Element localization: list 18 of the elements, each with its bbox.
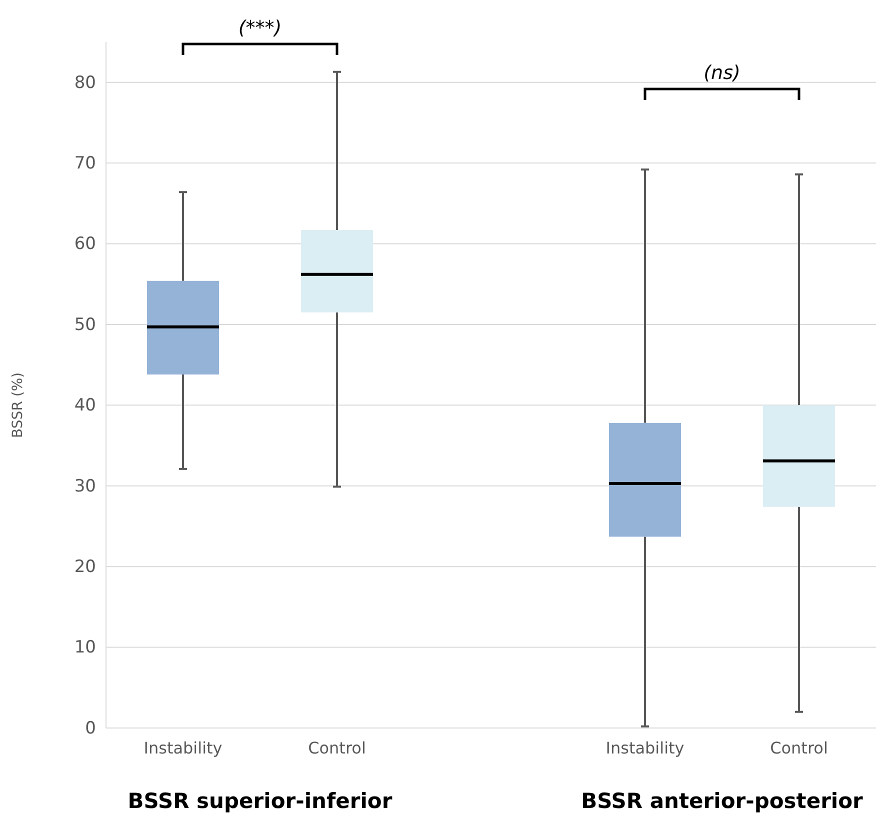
y-tick-label: 70 [74, 154, 96, 174]
y-tick-label: 20 [74, 557, 96, 578]
y-tick-label: 10 [74, 638, 96, 658]
x-tick-label: Control [770, 738, 828, 758]
y-tick-label: 30 [74, 476, 96, 496]
y-tick-label: 80 [74, 72, 96, 93]
y-axis-title: BSSR (%) [10, 372, 26, 438]
x-tick-label: Instability [144, 738, 222, 758]
text: BSSR anterior-posterior [581, 789, 864, 813]
y-tick-label: 50 [74, 314, 96, 335]
y-tick-label: 40 [74, 396, 96, 416]
x-tick-label: Control [308, 738, 366, 758]
text: BSSR superior-inferior [128, 789, 393, 813]
annotation: (ns) [704, 62, 740, 84]
y-tick-label: 60 [74, 234, 96, 254]
x-tick-label: Instability [606, 738, 684, 758]
text: (***) [238, 17, 282, 39]
y-tick-label: 0 [85, 718, 96, 738]
